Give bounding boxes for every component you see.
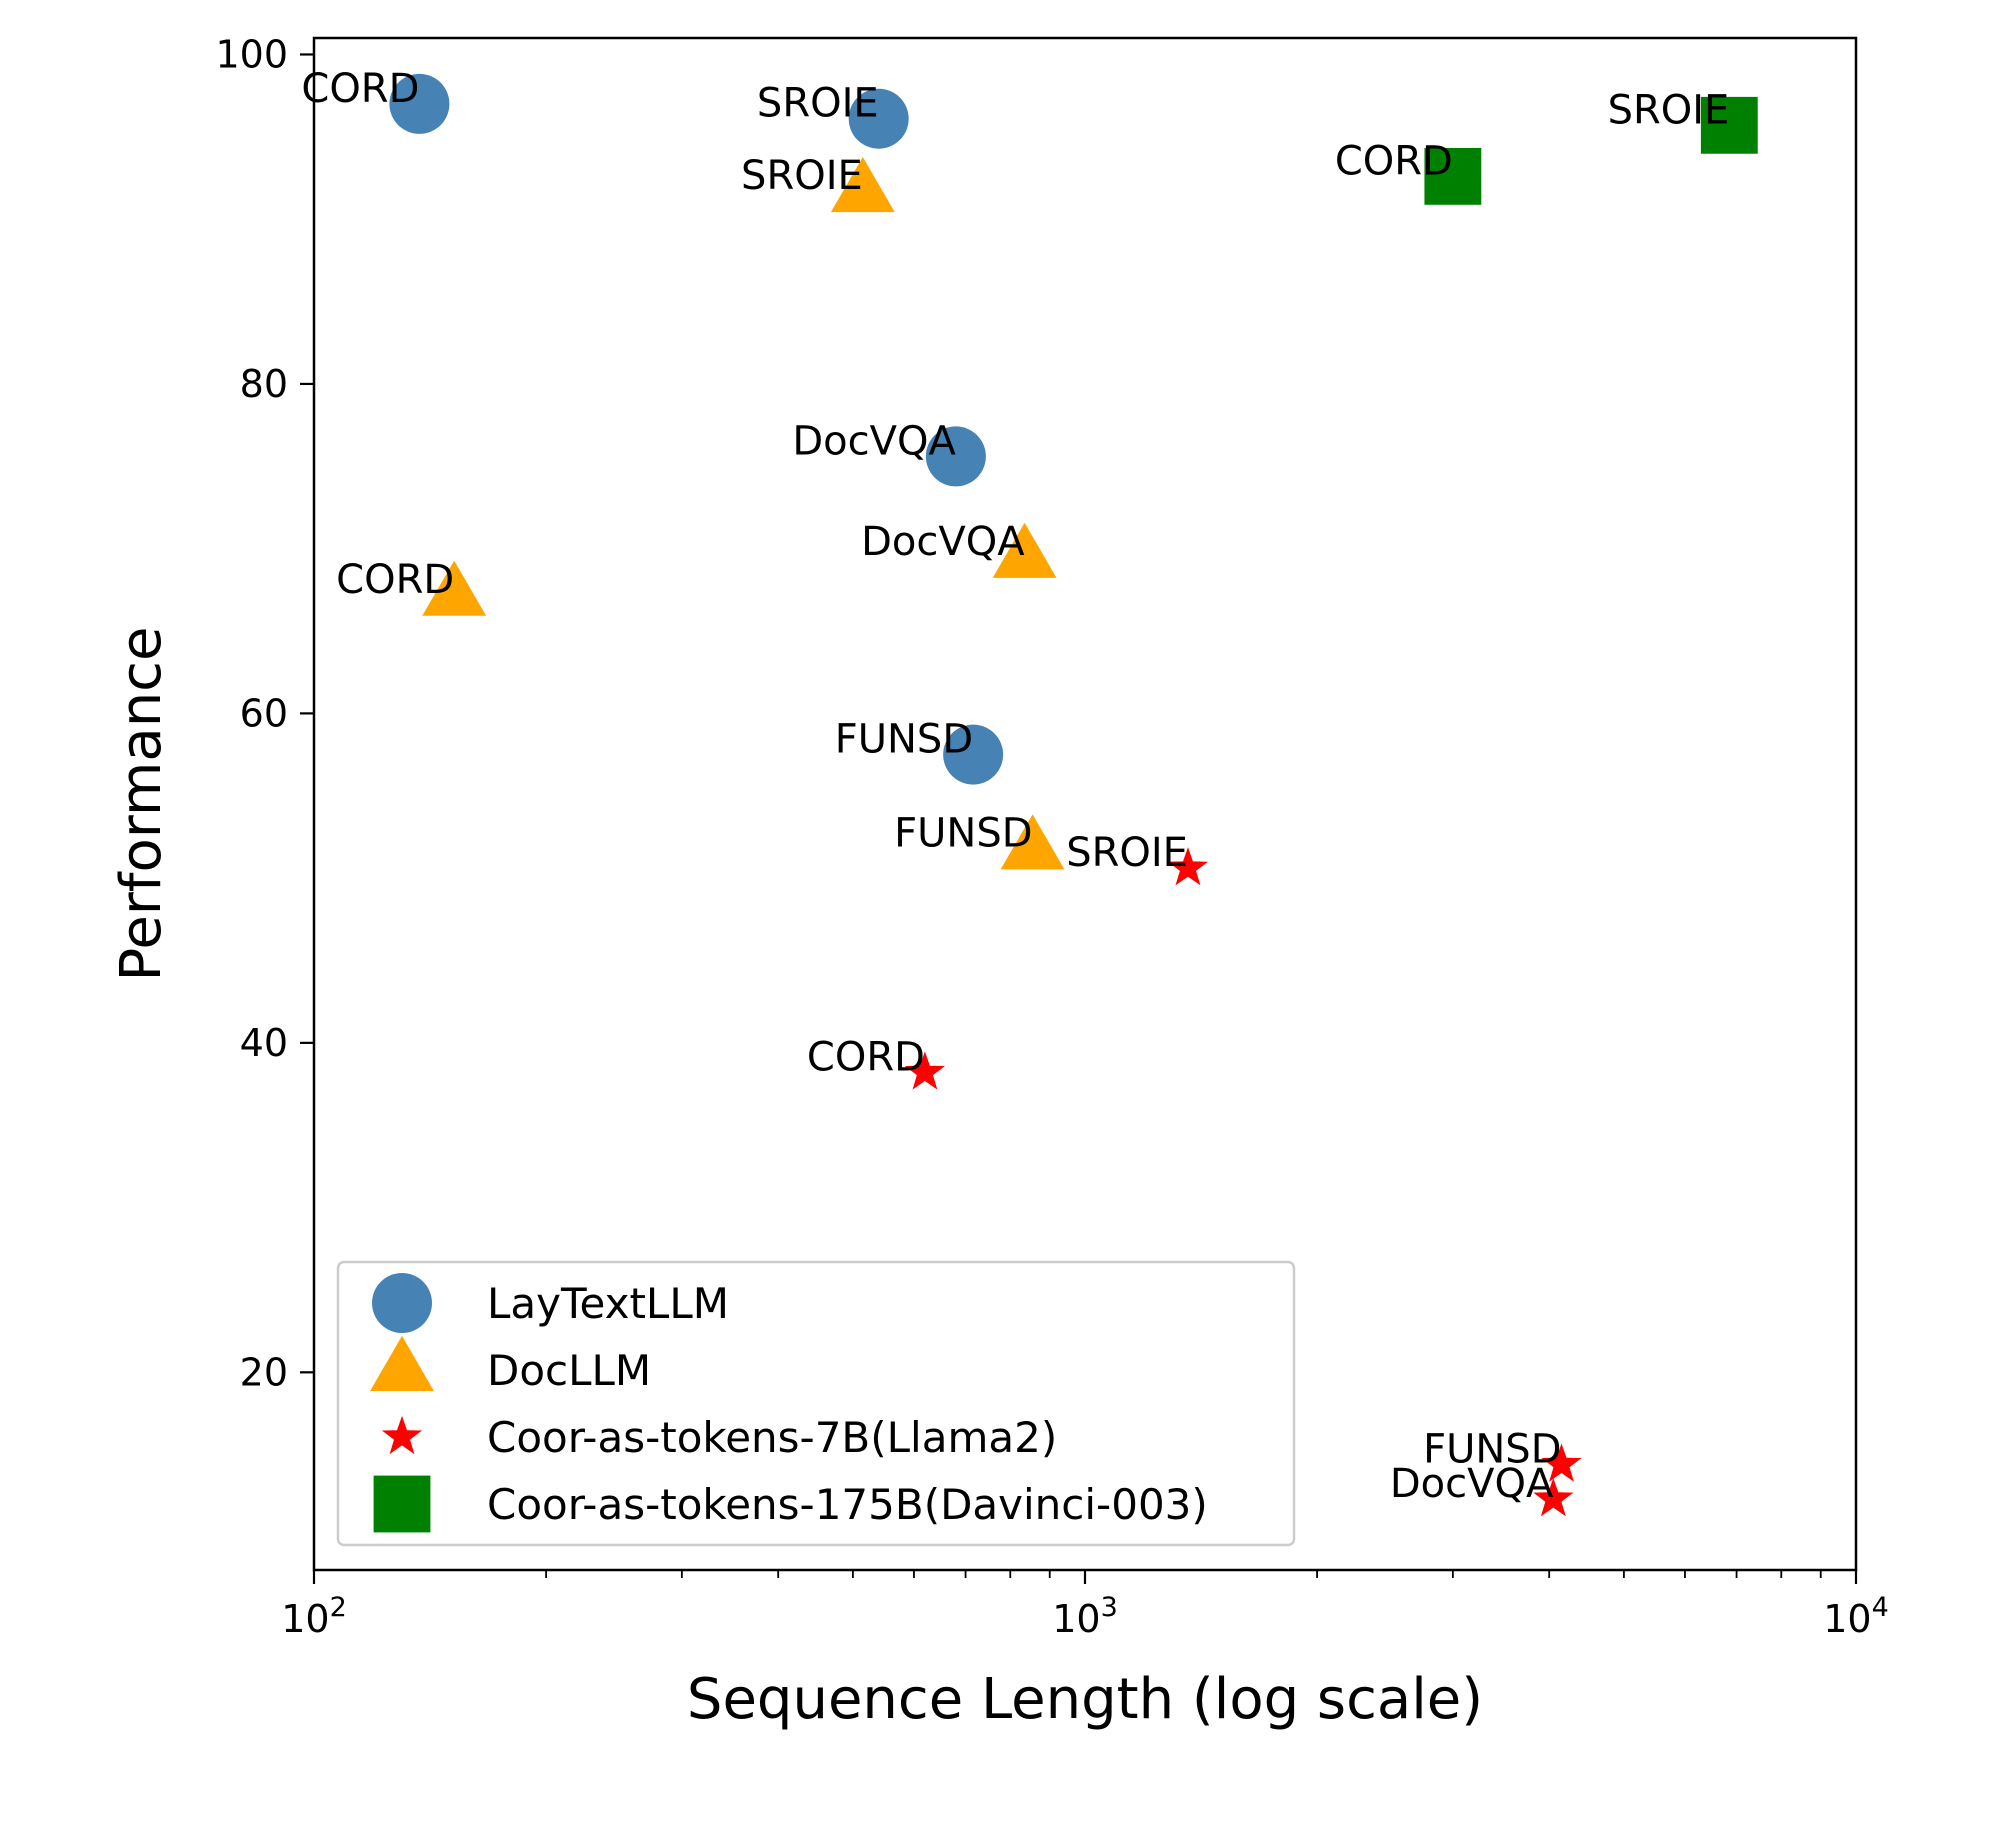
legend-label-coor-as-tokens-175b-davinci-003: Coor-as-tokens-175B(Davinci-003) — [487, 1480, 1208, 1529]
point-docllm-cord — [422, 560, 487, 616]
legend-marker-docllm — [370, 1335, 434, 1391]
point-label-laytextllm-docvqa: DocVQA — [792, 418, 956, 464]
x-tick-label: 102 — [281, 1592, 347, 1641]
point-coor-as-tokens-7b-llama2-sroie — [1167, 847, 1208, 886]
point-coor-as-tokens-175b-davinci-003-cord — [1424, 147, 1482, 205]
point-label-coor-as-tokens-7b-llama2-sroie: SROIE — [1066, 830, 1188, 876]
y-tick-label: 40 — [240, 1021, 288, 1065]
legend-marker-coor-as-tokens-7b-llama2 — [381, 1415, 423, 1455]
point-label-coor-as-tokens-7b-llama2-funsd: FUNSD — [1423, 1427, 1561, 1473]
data-points — [389, 73, 1758, 1517]
legend-marker-laytextllm — [372, 1273, 432, 1333]
point-label-coor-as-tokens-7b-llama2-cord: CORD — [807, 1035, 925, 1081]
legend-marker-coor-as-tokens-175b-davinci-003 — [373, 1475, 431, 1533]
point-docllm-sroie — [830, 157, 895, 213]
legend-label-laytextllm: LayTextLLM — [487, 1279, 729, 1328]
point-docllm-docvqa — [992, 522, 1057, 578]
point-label-docllm-sroie: SROIE — [741, 153, 863, 199]
y-axis-title: Performance — [109, 627, 174, 982]
legend-frame — [336, 1260, 1296, 1547]
point-label-laytextllm-sroie: SROIE — [757, 81, 879, 127]
x-axis-title: Sequence Length (log scale) — [687, 1667, 1483, 1732]
point-label-coor-as-tokens-175b-davinci-003-cord: CORD — [1335, 138, 1453, 184]
point-label-coor-as-tokens-175b-davinci-003-sroie: SROIE — [1608, 87, 1730, 133]
y-tick-label: 20 — [240, 1350, 288, 1394]
point-label-docllm-docvqa: DocVQA — [861, 519, 1025, 565]
x-axis: 102 103 104 — [281, 1570, 1889, 1641]
point-labels: CORD SROIEDocVQAFUNSDSROIECORDDocVQAFUNSD… — [301, 66, 1729, 1507]
point-coor-as-tokens-175b-davinci-003-sroie — [1700, 96, 1758, 154]
point-laytextllm-cord — [389, 73, 450, 134]
point-laytextllm-funsd — [943, 724, 1004, 785]
point-laytextllm-sroie — [848, 88, 909, 149]
x-tick-label: 103 — [1052, 1592, 1118, 1641]
legend: LayTextLLM DocLLM Coor-as-tokens-7B(Llama2… — [336, 1260, 1296, 1547]
point-coor-as-tokens-7b-llama2-funsd — [1541, 1443, 1582, 1482]
point-label-laytextllm-funsd: FUNSD — [835, 717, 973, 763]
point-label-docllm-cord: CORD — [336, 557, 454, 603]
point-label-laytextllm-cord: CORD — [301, 66, 419, 112]
y-tick-label: 80 — [240, 362, 288, 406]
point-docllm-funsd — [1000, 814, 1065, 870]
point-laytextllm-docvqa — [925, 426, 986, 487]
y-tick-label: 100 — [215, 32, 288, 76]
y-tick-label: 60 — [240, 691, 288, 735]
point-coor-as-tokens-7b-llama2-docvqa — [1533, 1478, 1574, 1517]
point-label-docllm-funsd: FUNSD — [894, 810, 1032, 856]
x-tick-label: 104 — [1823, 1592, 1889, 1641]
legend-label-coor-as-tokens-7b-llama2: Coor-as-tokens-7B(Llama2) — [487, 1413, 1057, 1462]
y-axis: 20 40 60 80 100 — [215, 32, 314, 1394]
point-label-coor-as-tokens-7b-llama2-docvqa: DocVQA — [1390, 1461, 1554, 1507]
legend-label-docllm: DocLLM — [487, 1346, 651, 1395]
point-coor-as-tokens-7b-llama2-cord — [904, 1051, 945, 1090]
